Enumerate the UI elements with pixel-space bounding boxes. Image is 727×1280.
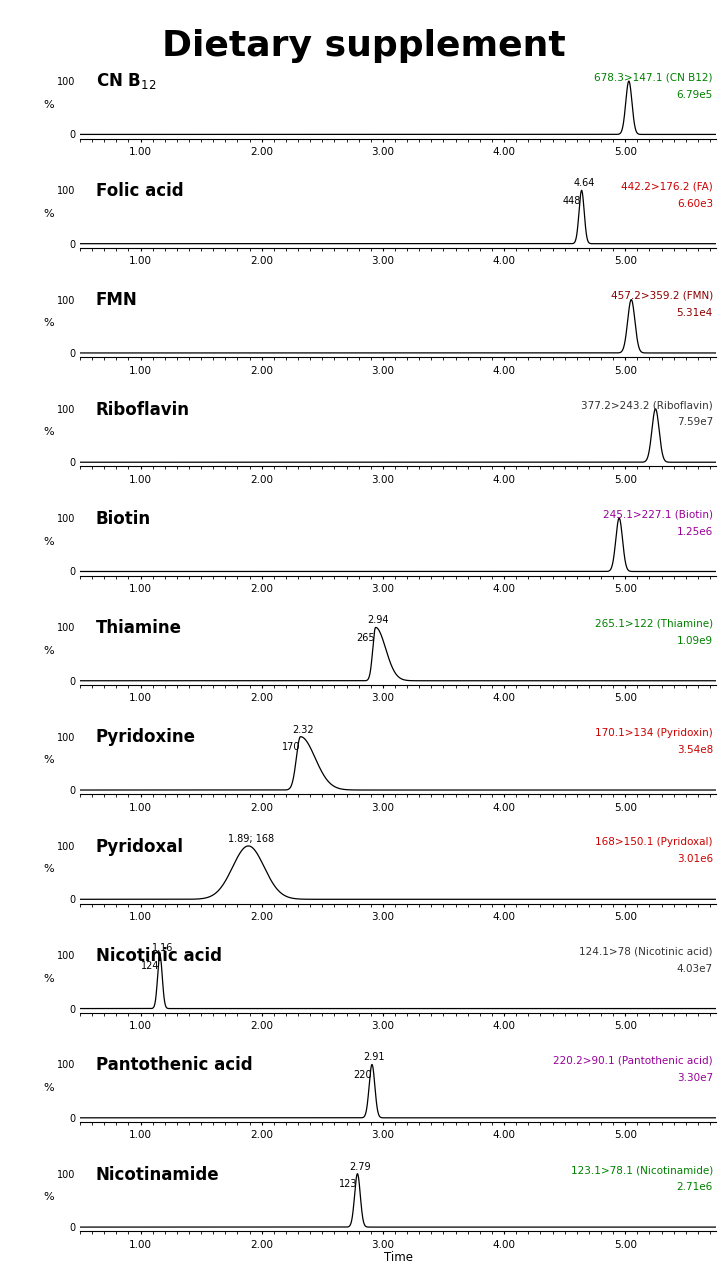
Text: 220: 220	[353, 1070, 371, 1080]
Text: 3.54e8: 3.54e8	[677, 745, 713, 755]
Y-axis label: %: %	[43, 536, 54, 547]
Text: 124.1>78 (Nicotinic acid): 124.1>78 (Nicotinic acid)	[579, 947, 713, 956]
Text: 2.91: 2.91	[364, 1052, 385, 1062]
Text: 2.79: 2.79	[349, 1162, 371, 1171]
Text: 457.2>359.2 (FMN): 457.2>359.2 (FMN)	[611, 291, 713, 301]
Text: 1.89; 168: 1.89; 168	[228, 833, 274, 844]
Text: 5.31e4: 5.31e4	[677, 308, 713, 317]
Text: 678.3>147.1 (CN B12): 678.3>147.1 (CN B12)	[595, 73, 713, 82]
Y-axis label: %: %	[43, 646, 54, 655]
Text: 6.60e3: 6.60e3	[677, 198, 713, 209]
Text: FMN: FMN	[96, 292, 137, 310]
Text: 6.79e5: 6.79e5	[677, 90, 713, 100]
X-axis label: Time: Time	[384, 1251, 412, 1265]
Y-axis label: %: %	[43, 317, 54, 328]
Y-axis label: %: %	[43, 974, 54, 984]
Text: Riboflavin: Riboflavin	[96, 401, 190, 419]
Text: 168>150.1 (Pyridoxal): 168>150.1 (Pyridoxal)	[595, 837, 713, 847]
Text: 442.2>176.2 (FA): 442.2>176.2 (FA)	[621, 182, 713, 192]
Text: 265.1>122 (Thiamine): 265.1>122 (Thiamine)	[595, 618, 713, 628]
Text: 124: 124	[141, 960, 159, 970]
Text: 265: 265	[357, 632, 375, 643]
Text: Pantothenic acid: Pantothenic acid	[96, 1056, 252, 1074]
Text: 123.1>78.1 (Nicotinamide): 123.1>78.1 (Nicotinamide)	[571, 1165, 713, 1175]
Text: 170.1>134 (Pyridoxin): 170.1>134 (Pyridoxin)	[595, 728, 713, 739]
Y-axis label: %: %	[43, 428, 54, 438]
Text: 1.16: 1.16	[152, 943, 173, 954]
Y-axis label: %: %	[43, 1192, 54, 1202]
Text: Biotin: Biotin	[96, 509, 151, 527]
Text: Pyridoxine: Pyridoxine	[96, 728, 196, 746]
Y-axis label: %: %	[43, 755, 54, 765]
Y-axis label: %: %	[43, 100, 54, 110]
Text: 7.59e7: 7.59e7	[677, 417, 713, 428]
Text: 1.09e9: 1.09e9	[677, 636, 713, 646]
Text: 1.25e6: 1.25e6	[677, 526, 713, 536]
Text: Nicotinic acid: Nicotinic acid	[96, 947, 222, 965]
Text: Thiamine: Thiamine	[96, 620, 182, 637]
Text: 448: 448	[563, 196, 581, 206]
Text: 2.94: 2.94	[367, 616, 389, 625]
Text: Pyridoxal: Pyridoxal	[96, 837, 184, 856]
Text: 220.2>90.1 (Pantothenic acid): 220.2>90.1 (Pantothenic acid)	[553, 1056, 713, 1066]
Text: 377.2>243.2 (Riboflavin): 377.2>243.2 (Riboflavin)	[581, 401, 713, 411]
Text: Nicotinamide: Nicotinamide	[96, 1166, 220, 1184]
Text: 170: 170	[281, 742, 300, 753]
Text: 4.03e7: 4.03e7	[677, 964, 713, 974]
Y-axis label: %: %	[43, 209, 54, 219]
Y-axis label: %: %	[43, 864, 54, 874]
Text: CN B$_{12}$: CN B$_{12}$	[96, 70, 156, 91]
Text: 245.1>227.1 (Biotin): 245.1>227.1 (Biotin)	[603, 509, 713, 520]
Text: 3.30e7: 3.30e7	[677, 1073, 713, 1083]
Text: Folic acid: Folic acid	[96, 182, 183, 200]
Text: 2.71e6: 2.71e6	[677, 1183, 713, 1192]
Text: Dietary supplement: Dietary supplement	[161, 29, 566, 64]
Y-axis label: %: %	[43, 1083, 54, 1093]
Text: 4.64: 4.64	[574, 178, 595, 188]
Text: 3.01e6: 3.01e6	[677, 854, 713, 864]
Text: 123: 123	[339, 1179, 357, 1189]
Text: 2.32: 2.32	[292, 724, 314, 735]
